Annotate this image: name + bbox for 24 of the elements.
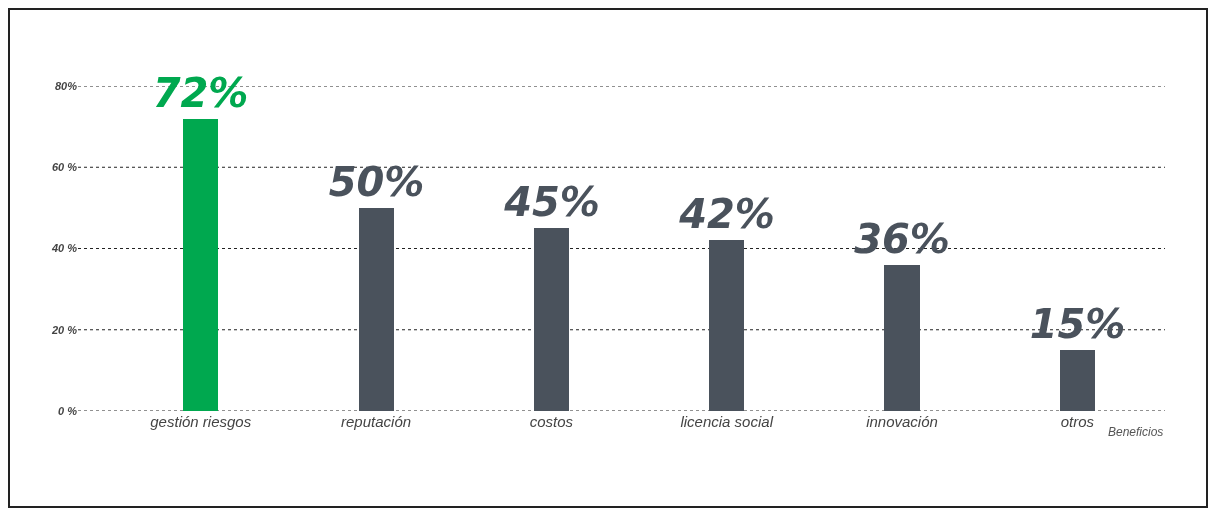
bar [183,119,218,411]
bar [534,228,569,411]
bar [1060,350,1095,411]
data-label: 45% [503,179,600,225]
x-tick-label: innovación [866,413,938,430]
y-tick-label: 20 % [50,323,78,336]
data-label: 50% [328,159,425,205]
y-tick-label: 40 % [50,242,78,255]
bar [884,265,920,411]
y-tick-label: 80% [54,79,78,92]
x-tick-label: licencia social [680,413,774,430]
x-tick-label: gestión riesgos [150,413,252,430]
bar [359,208,394,411]
data-label: 42% [678,191,775,237]
y-tick-label: 60 % [51,161,78,174]
x-tick-label: reputación [341,413,412,430]
bar [709,240,744,411]
y-tick-label: 0 % [58,404,78,417]
x-tick-label: otros [1060,413,1095,430]
x-axis-title: Beneficios [1108,425,1164,439]
data-label: 15% [1029,301,1126,347]
data-label: 72% [152,70,249,116]
data-label: 36% [854,216,950,262]
x-tick-label: costos [529,413,574,430]
